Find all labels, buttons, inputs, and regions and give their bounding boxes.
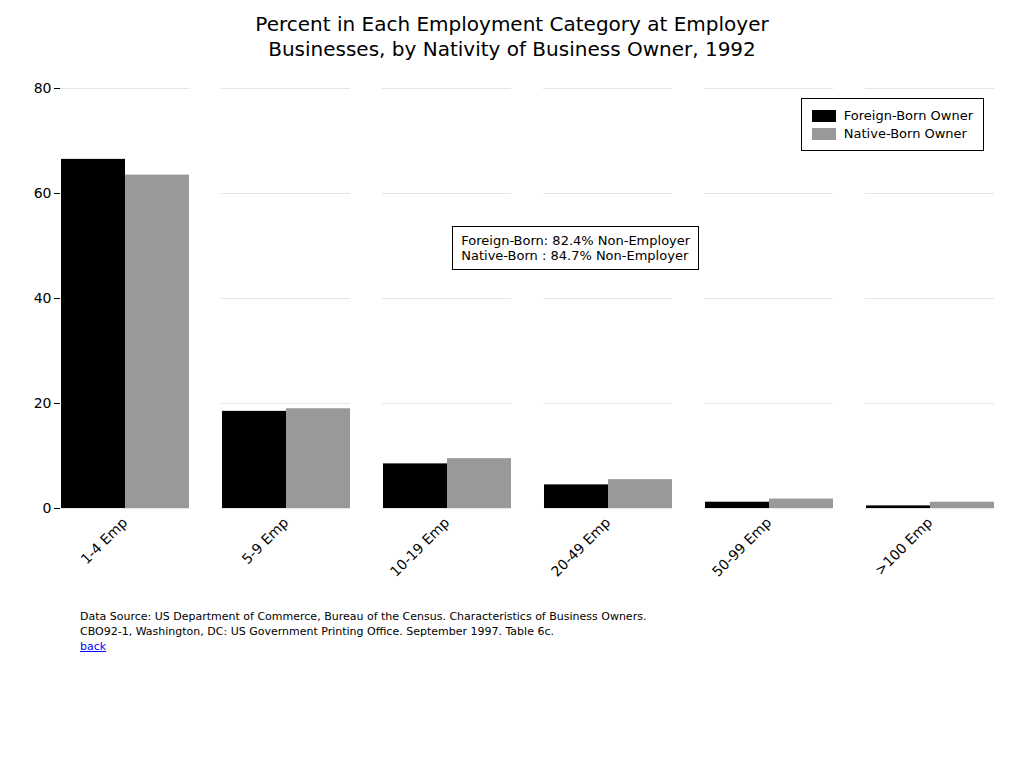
svg-text:5-9 Emp: 5-9 Emp: [238, 514, 291, 567]
svg-text:10-19 Emp: 10-19 Emp: [387, 514, 452, 579]
svg-text:>100 Emp: >100 Emp: [871, 514, 935, 578]
html-text:CBO92-1, Washington, DC: US Go: CBO92-1, Washington, DC: US Government P…: [80, 625, 554, 638]
html-text:Percent in Each Employment Cat: Percent in Each Employment Category at E…: [255, 12, 769, 61]
html-text:Native-Born Owner: Native-Born Owner: [843, 126, 967, 141]
svg-text:80: 80: [34, 80, 52, 96]
html-text:Foreign-Born Owner: Foreign-Born Owner: [843, 108, 973, 123]
svg-text:20: 20: [34, 395, 52, 411]
html-text:Data Source: US Department of: Data Source: US Department of Commerce, …: [80, 610, 647, 623]
svg-text:50-99 Emp: 50-99 Emp: [709, 514, 774, 579]
svg-text:60: 60: [34, 185, 52, 201]
svg-text:0: 0: [43, 500, 52, 516]
svg-text:1-4 Emp: 1-4 Emp: [77, 514, 130, 567]
svg-text:20-49 Emp: 20-49 Emp: [548, 514, 613, 579]
html-text:Foreign-Born: 82.4% Non-Employ: Foreign-Born: 82.4% Non-Employer Native-…: [461, 232, 691, 263]
svg-text:40: 40: [34, 290, 52, 306]
html-text:back: back: [80, 640, 107, 653]
